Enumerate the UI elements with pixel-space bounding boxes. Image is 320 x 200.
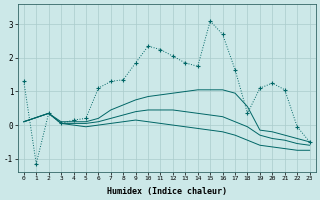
X-axis label: Humidex (Indice chaleur): Humidex (Indice chaleur): [107, 187, 227, 196]
